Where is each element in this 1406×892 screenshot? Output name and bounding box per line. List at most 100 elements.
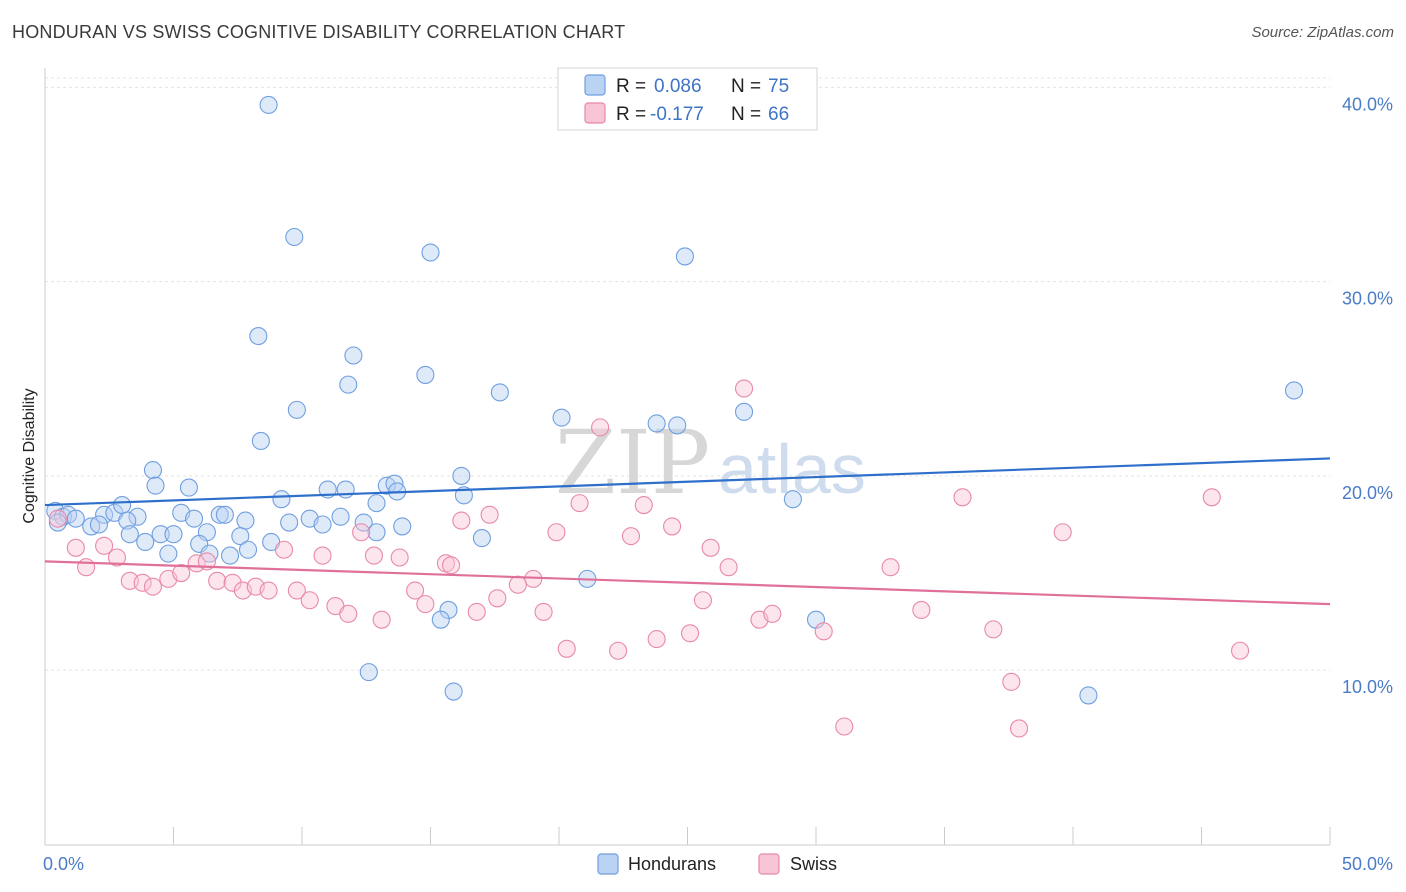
point-swiss-17 bbox=[274, 540, 294, 559]
correlation-legend: R = 0.086 N = 75 R = -0.177 N = 66 bbox=[557, 67, 818, 131]
point-hondurans-51 bbox=[393, 517, 412, 536]
point-swiss-46 bbox=[663, 517, 682, 536]
point-swiss-37 bbox=[534, 602, 553, 621]
point-swiss-51 bbox=[734, 379, 754, 398]
point-hondurans-6 bbox=[339, 375, 358, 394]
trend-lines bbox=[44, 457, 1331, 606]
point-hondurans-28 bbox=[783, 490, 802, 509]
point-swiss-44 bbox=[634, 496, 653, 515]
bottom-legend-swatch-swiss bbox=[758, 853, 780, 875]
point-swiss-47 bbox=[681, 624, 700, 643]
point-swiss-32 bbox=[467, 602, 486, 621]
point-swiss-22 bbox=[339, 604, 358, 623]
y-tick-label-20: 20.0% bbox=[1342, 483, 1393, 503]
point-hondurans-48 bbox=[280, 513, 299, 532]
legend-n-value-swiss: 66 bbox=[768, 104, 789, 125]
point-hondurans-1 bbox=[285, 227, 304, 247]
point-swiss-16 bbox=[259, 581, 278, 600]
point-hondurans-70 bbox=[359, 663, 378, 682]
legend-n-label-hondurans: N = bbox=[731, 76, 761, 97]
point-hondurans-12 bbox=[647, 414, 666, 433]
point-swiss-55 bbox=[835, 717, 854, 736]
series-swiss bbox=[48, 379, 1250, 738]
point-swiss-7 bbox=[143, 577, 162, 596]
point-swiss-49 bbox=[701, 538, 720, 557]
trend-line-hondurans bbox=[44, 457, 1331, 507]
point-hondurans-45 bbox=[82, 517, 101, 536]
point-hondurans-15 bbox=[251, 431, 270, 451]
series-legend: Hondurans Swiss bbox=[597, 853, 837, 875]
point-swiss-43 bbox=[621, 527, 641, 546]
point-swiss-20 bbox=[313, 546, 332, 565]
y-tick-label-10: 10.0% bbox=[1342, 677, 1393, 697]
legend-r-label-hondurans: R = bbox=[616, 76, 646, 97]
bottom-legend-swatch-hondurans bbox=[597, 853, 619, 875]
point-hondurans-18 bbox=[146, 476, 165, 495]
watermark: ZIP atlas bbox=[555, 411, 866, 514]
point-swiss-53 bbox=[763, 604, 782, 623]
point-swiss-12 bbox=[208, 571, 227, 590]
legend-swatch-hondurans bbox=[584, 74, 606, 96]
point-hondurans-0 bbox=[259, 95, 278, 114]
trend-line-swiss bbox=[44, 560, 1331, 606]
point-swiss-63 bbox=[1202, 488, 1221, 507]
point-swiss-41 bbox=[591, 418, 610, 437]
point-hondurans-43 bbox=[331, 507, 350, 526]
x-axis-ticks bbox=[44, 827, 1331, 845]
point-hondurans-58 bbox=[472, 529, 491, 548]
point-hondurans-14 bbox=[734, 402, 754, 421]
point-swiss-25 bbox=[372, 610, 391, 629]
legend-n-value-hondurans: 75 bbox=[768, 76, 789, 97]
point-swiss-6 bbox=[133, 573, 152, 592]
point-hondurans-57 bbox=[367, 523, 386, 542]
point-swiss-61 bbox=[1009, 719, 1029, 738]
point-swiss-58 bbox=[953, 488, 972, 507]
point-hondurans-56 bbox=[231, 527, 250, 546]
point-hondurans-23 bbox=[336, 480, 355, 499]
point-hondurans-62 bbox=[159, 544, 178, 563]
point-swiss-30 bbox=[442, 556, 461, 575]
point-hondurans-9 bbox=[1284, 381, 1304, 400]
y-tick-label-30: 30.0% bbox=[1342, 289, 1393, 309]
point-hondurans-17 bbox=[452, 466, 471, 485]
legend-r-label-swiss: R = bbox=[616, 104, 646, 125]
point-hondurans-20 bbox=[377, 476, 396, 495]
point-swiss-4 bbox=[107, 548, 127, 567]
y-axis-title: Cognitive Disability bbox=[21, 388, 38, 523]
point-hondurans-36 bbox=[128, 507, 147, 526]
point-hondurans-32 bbox=[66, 509, 85, 528]
point-hondurans-71 bbox=[444, 682, 463, 701]
point-swiss-33 bbox=[480, 505, 499, 524]
chart-title: HONDURAN VS SWISS COGNITIVE DISABILITY C… bbox=[12, 22, 626, 42]
point-hondurans-49 bbox=[313, 515, 332, 534]
x-tick-label-min: 0.0% bbox=[43, 854, 84, 874]
point-swiss-40 bbox=[570, 494, 589, 513]
point-swiss-9 bbox=[172, 563, 191, 583]
point-hondurans-68 bbox=[431, 610, 450, 629]
point-swiss-48 bbox=[693, 591, 712, 610]
point-hondurans-46 bbox=[89, 515, 109, 534]
watermark-zip: ZIP bbox=[555, 411, 710, 514]
legend-n-label-swiss: N = bbox=[731, 104, 761, 125]
bottom-legend-label-hondurans: Hondurans bbox=[628, 854, 716, 874]
point-swiss-18 bbox=[287, 581, 306, 600]
x-tick-label-max: 50.0% bbox=[1342, 854, 1393, 874]
point-swiss-28 bbox=[416, 595, 435, 614]
point-hondurans-3 bbox=[675, 247, 694, 266]
y-axis-tick-labels: 10.0% 20.0% 30.0% 40.0% bbox=[1342, 94, 1393, 697]
point-swiss-31 bbox=[452, 511, 471, 530]
point-swiss-0 bbox=[48, 509, 67, 528]
point-swiss-2 bbox=[77, 558, 96, 577]
point-swiss-3 bbox=[95, 536, 114, 555]
point-swiss-23 bbox=[352, 523, 371, 542]
point-hondurans-16 bbox=[143, 461, 162, 480]
point-swiss-57 bbox=[912, 600, 931, 620]
point-swiss-27 bbox=[406, 581, 425, 600]
point-swiss-56 bbox=[881, 558, 900, 577]
point-swiss-34 bbox=[488, 589, 507, 608]
series-hondurans bbox=[46, 95, 1304, 705]
point-hondurans-41 bbox=[236, 511, 255, 530]
point-swiss-60 bbox=[1002, 672, 1021, 691]
source-label: Source: ZipAtlas.com bbox=[1251, 24, 1394, 41]
